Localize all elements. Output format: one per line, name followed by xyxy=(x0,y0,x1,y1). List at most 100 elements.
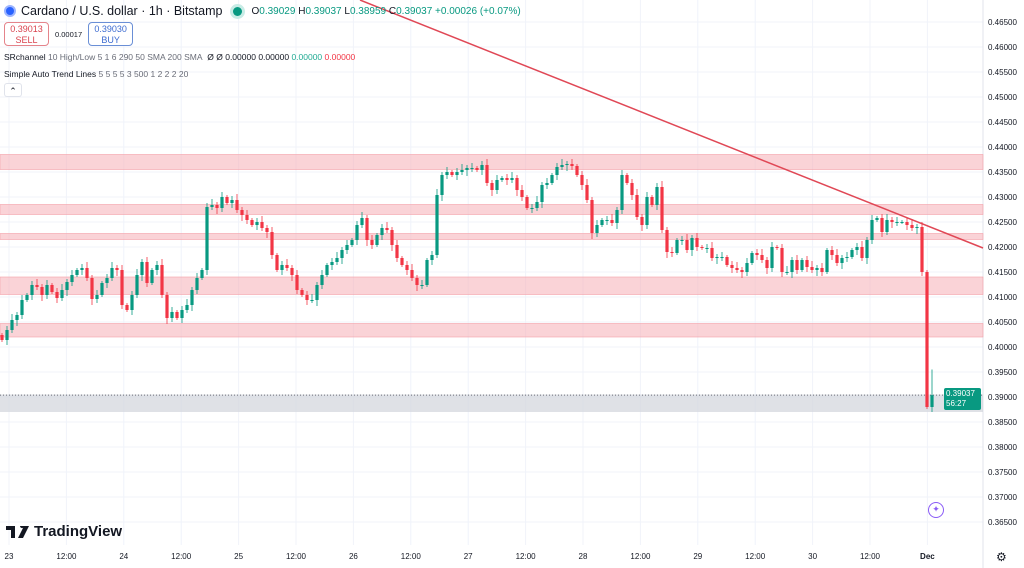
candle-body xyxy=(245,215,249,220)
candle-body xyxy=(70,275,74,282)
candle-body xyxy=(920,227,924,272)
candle-body xyxy=(325,265,329,275)
current-price-zone xyxy=(0,394,983,412)
candle-body xyxy=(250,220,254,225)
price-tick: 0.41000 xyxy=(988,293,1017,302)
candle-body xyxy=(410,270,414,278)
ai-assistant-icon[interactable]: ✦ xyxy=(928,502,944,518)
sr-zone xyxy=(0,323,984,338)
candle-body xyxy=(75,270,79,275)
candle-body xyxy=(405,265,409,270)
candle-body xyxy=(925,272,929,407)
candle-body xyxy=(165,295,169,318)
indicator-srchannel[interactable]: SRchannel 10 High/Low 5 1 6 290 50 SMA 2… xyxy=(4,52,356,62)
candle-body xyxy=(175,312,179,318)
candle-body xyxy=(140,262,144,275)
candle-body xyxy=(295,275,299,290)
candle-body xyxy=(130,295,134,310)
candle-body xyxy=(760,255,764,260)
price-tick: 0.38500 xyxy=(988,418,1017,427)
time-tick: Dec xyxy=(920,552,935,561)
candle-body xyxy=(240,210,244,215)
candle-body xyxy=(780,248,784,272)
candle-body xyxy=(415,278,419,285)
candle-body xyxy=(680,240,684,241)
candle-body xyxy=(900,222,904,223)
candle-body xyxy=(640,217,644,225)
price-tick: 0.39000 xyxy=(988,393,1017,402)
candle-body xyxy=(185,305,189,310)
candle-body xyxy=(690,238,694,250)
candle-body xyxy=(930,395,934,407)
candle-body xyxy=(695,238,699,247)
time-tick: 29 xyxy=(693,552,702,561)
candle-body xyxy=(555,167,559,175)
candle-body xyxy=(215,205,219,208)
candle-body xyxy=(305,295,309,300)
candle-body xyxy=(455,172,459,175)
candle-body xyxy=(40,287,44,295)
indicator-trendlines[interactable]: Simple Auto Trend Lines 5 5 5 5 3 500 1 … xyxy=(4,69,189,79)
time-tick: 12:00 xyxy=(516,552,537,561)
candle-body xyxy=(675,240,679,253)
candle-body xyxy=(630,183,634,195)
candle-body xyxy=(380,228,384,235)
candle-body xyxy=(905,222,909,225)
candle-body xyxy=(615,210,619,223)
candle-body xyxy=(535,202,539,208)
candle-body xyxy=(735,268,739,270)
candle-body xyxy=(755,253,759,255)
candle-body xyxy=(910,225,914,228)
ohlc-values: O0.39029 H0.39037 L0.38959 C0.39037 +0.0… xyxy=(251,5,521,17)
candle-body xyxy=(260,222,264,228)
tradingview-logo[interactable]: TradingView xyxy=(6,523,122,540)
price-tick: 0.37000 xyxy=(988,493,1017,502)
price-tick: 0.40000 xyxy=(988,343,1017,352)
gear-icon[interactable]: ⚙ xyxy=(996,550,1007,564)
candle-body xyxy=(485,165,489,183)
tradingview-logo-icon xyxy=(6,525,29,538)
candle-body xyxy=(515,178,519,190)
time-tick: 26 xyxy=(349,552,358,561)
candle-body xyxy=(505,178,509,180)
candle-body xyxy=(845,257,849,258)
candle-body xyxy=(790,260,794,272)
candle-body xyxy=(135,275,139,295)
current-price-label: 0.39037 56:27 xyxy=(944,388,981,410)
time-tick: 12:00 xyxy=(401,552,422,561)
candle-body xyxy=(145,262,149,283)
candle-body xyxy=(560,165,564,167)
sell-button[interactable]: 0.39013 SELL xyxy=(4,22,49,46)
candle-body xyxy=(430,255,434,260)
symbol-title[interactable]: Cardano / U.S. dollar · 1h · Bitstamp xyxy=(21,4,223,18)
trend-line xyxy=(359,0,984,249)
candle-body xyxy=(290,268,294,275)
price-tick: 0.38000 xyxy=(988,443,1017,452)
candle-body xyxy=(45,285,49,295)
time-tick: 24 xyxy=(119,552,128,561)
candle-body xyxy=(345,245,349,250)
candle-body xyxy=(470,168,474,169)
candle-body xyxy=(190,290,194,305)
time-tick: 27 xyxy=(464,552,473,561)
buy-button[interactable]: 0.39030 BUY xyxy=(88,22,134,46)
sr-zone xyxy=(0,233,984,240)
candle-body xyxy=(815,268,819,270)
candle-body xyxy=(825,250,829,272)
candle-body xyxy=(395,245,399,258)
candle-body xyxy=(350,240,354,245)
candle-body xyxy=(15,315,19,320)
candle-body xyxy=(510,178,514,180)
candle-body xyxy=(425,260,429,285)
candle-body xyxy=(820,268,824,272)
candle-body xyxy=(685,240,689,250)
sr-zone xyxy=(0,154,984,170)
price-tick: 0.45500 xyxy=(988,68,1017,77)
price-tick: 0.46000 xyxy=(988,43,1017,52)
trade-panel: 0.39013 SELL 0.00017 0.39030 BUY xyxy=(4,22,134,46)
candle-body xyxy=(665,230,669,252)
price-tick: 0.44500 xyxy=(988,118,1017,127)
candle-body xyxy=(65,282,69,290)
collapse-legend-button[interactable]: ⌃ xyxy=(4,83,22,97)
